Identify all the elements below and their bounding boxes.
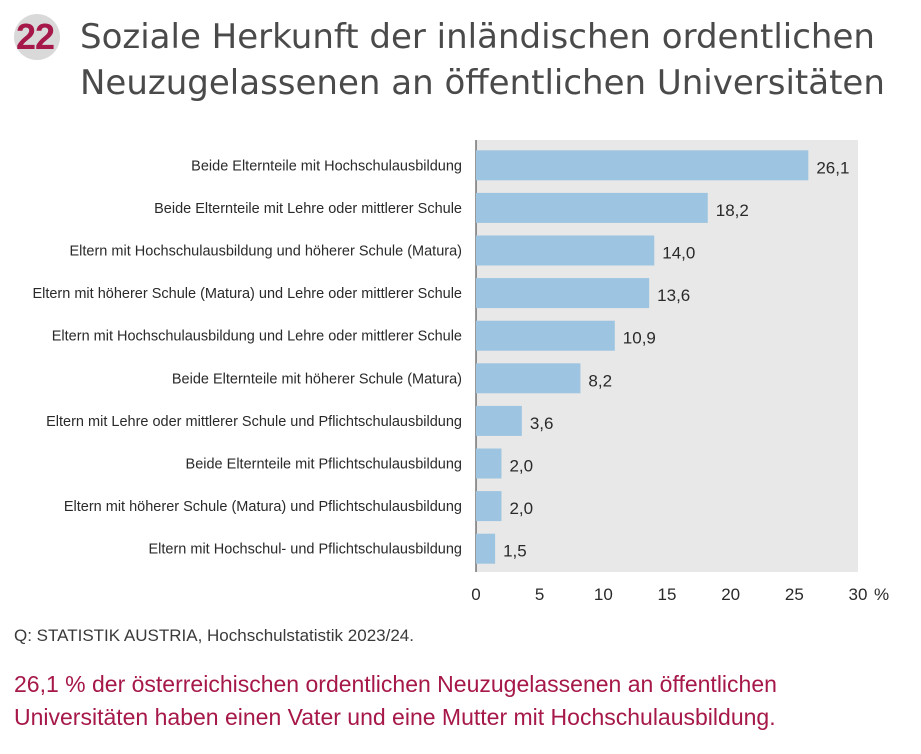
data-label: 1,5 (503, 542, 527, 561)
key-finding-note: 26,1 % der österreichischen ordentlichen… (14, 671, 777, 730)
bar (476, 278, 650, 309)
x-tick-label: 0 (471, 585, 480, 600)
category-label: Beide Elternteile mit Pflichtschulausbil… (186, 457, 462, 473)
x-tick-label: 10 (594, 585, 613, 600)
category-label: Eltern mit höherer Schule (Matura) und L… (32, 286, 462, 302)
bar (476, 405, 522, 436)
category-label: Eltern mit Lehre oder mittlerer Schule u… (46, 414, 462, 430)
figure-number-badge (14, 14, 60, 60)
category-label: Beide Elternteile mit Lehre oder mittler… (154, 201, 462, 217)
data-label: 26,1 (816, 158, 849, 177)
figure-number: 22 (16, 16, 55, 57)
bar-chart: Beide Elternteile mit Hochschulausbildun… (32, 140, 889, 600)
category-label: Beide Elternteile mit Hochschulausbildun… (191, 158, 462, 174)
data-label: 2,0 (509, 499, 533, 518)
bar (476, 491, 502, 522)
category-label: Eltern mit höherer Schule (Matura) und P… (64, 499, 462, 515)
bar (476, 533, 496, 564)
data-label: 2,0 (509, 457, 533, 476)
x-tick-label: 30 (849, 585, 868, 600)
x-tick-label: 25 (785, 585, 804, 600)
bar (476, 320, 615, 351)
category-label: Eltern mit Hochschulausbildung und höher… (69, 244, 462, 260)
bar (476, 363, 581, 394)
category-label: Eltern mit Hochschulausbildung und Lehre… (52, 329, 462, 345)
x-axis-unit: % (874, 585, 889, 600)
data-label: 3,6 (530, 414, 554, 433)
bar (476, 150, 809, 181)
bar (476, 235, 655, 266)
x-tick-label: 20 (721, 585, 740, 600)
chart-title: Soziale Herkunft der inländischen ordent… (80, 17, 885, 103)
bar (476, 192, 708, 223)
source-note: Q: STATISTIK AUSTRIA, Hochschulstatistik… (14, 626, 414, 645)
data-label: 18,2 (716, 201, 749, 220)
data-label: 8,2 (588, 371, 612, 390)
data-label: 13,6 (657, 286, 690, 305)
x-tick-label: 5 (535, 585, 544, 600)
bar (476, 448, 502, 479)
data-label: 14,0 (662, 244, 695, 263)
category-label: Beide Elternteile mit höherer Schule (Ma… (172, 371, 462, 387)
data-label: 10,9 (623, 329, 656, 348)
x-tick-label: 15 (658, 585, 677, 600)
category-label: Eltern mit Hochschul- und Pflichtschulau… (148, 542, 462, 558)
